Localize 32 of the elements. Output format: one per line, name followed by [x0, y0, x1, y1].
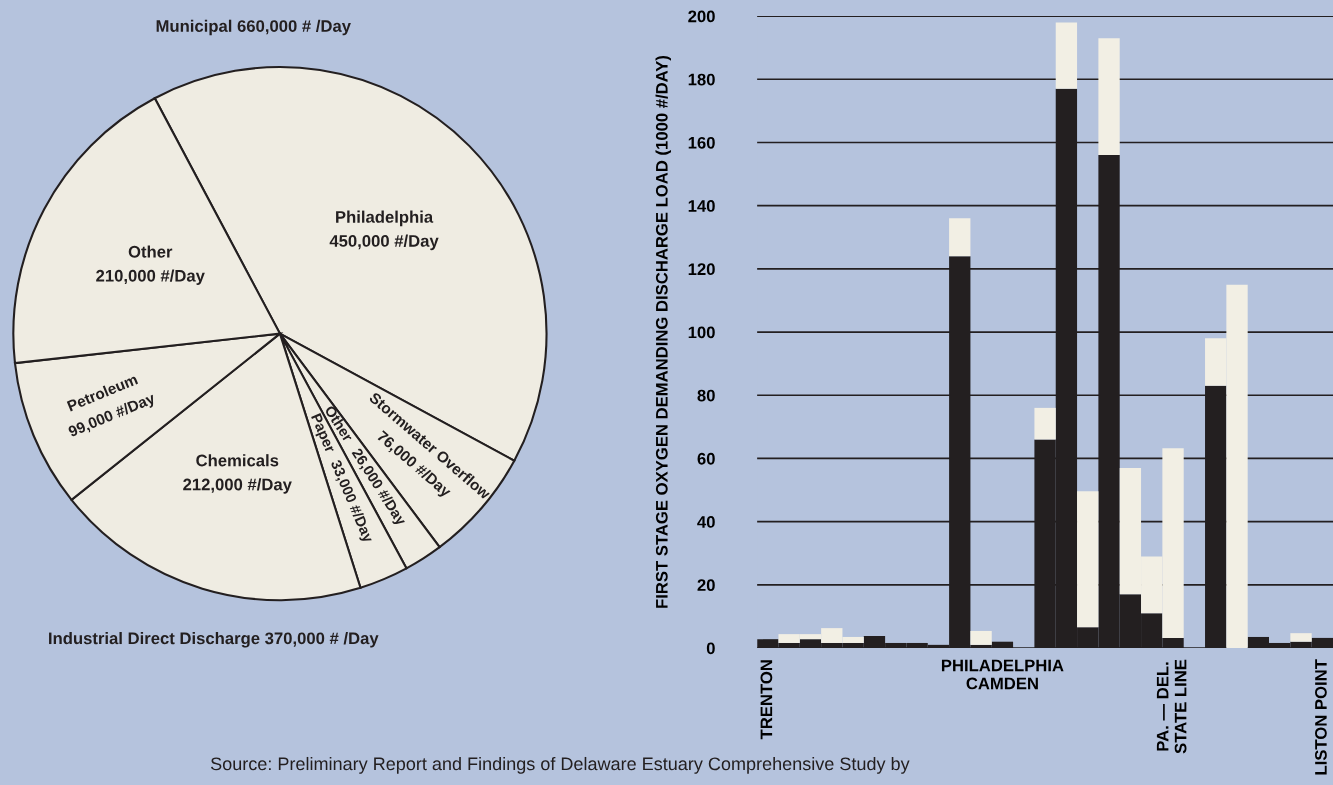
- slice-label: Philadelphia: [336, 210, 434, 227]
- y-tick-label: 200: [688, 10, 715, 23]
- y-tick-label: 60: [697, 452, 715, 465]
- data-label: 450,000 #/Day: [329, 234, 439, 251]
- y-tick-label: 40: [697, 516, 715, 528]
- slice-label: Other: [128, 245, 173, 258]
- bar: [1077, 491, 1099, 628]
- x-tick-label: PHILADELPHIA CAMDEN: [941, 659, 1064, 690]
- data-label: 212,000 #/Day: [183, 478, 292, 494]
- x-tick-label: TRENTON: [760, 660, 773, 740]
- bar: [1055, 22, 1078, 89]
- y-tick-label: 120: [688, 263, 715, 276]
- y-tick-label: 20: [697, 579, 715, 592]
- y-tick-label: 180: [688, 73, 715, 86]
- y-tick-label: 80: [697, 389, 715, 402]
- bar: [1098, 38, 1120, 156]
- bar: [970, 630, 992, 645]
- text: Municipal 660,000 # /Day: [156, 19, 351, 36]
- source-note: Source: Preliminary Report and Findings of Delaware Estuary Comprehensive Study by: [210, 756, 910, 774]
- x-tick-label: LISTON POINT: [1315, 659, 1327, 775]
- x-tick-label: PA. — DEL. STATE LINE: [1156, 659, 1187, 754]
- y-axis-title: FIRST STAGE OXYGEN DEMANDING DISCHARGE LOAD (1000 #/DAY): [655, 55, 672, 608]
- y-tick-label: 140: [688, 200, 715, 212]
- y-tick-label: 0: [706, 642, 715, 655]
- y-tick-label: 100: [688, 326, 715, 339]
- slice-label: Chemicals: [196, 454, 279, 467]
- text: Industrial Direct Discharge 370,000 # /Day: [49, 631, 379, 648]
- bar: [1034, 407, 1056, 440]
- bar: [949, 218, 971, 257]
- y-tick-label: 160: [688, 136, 715, 149]
- data-label: 210,000 #/Day: [96, 269, 205, 285]
- bar: [1290, 633, 1312, 642]
